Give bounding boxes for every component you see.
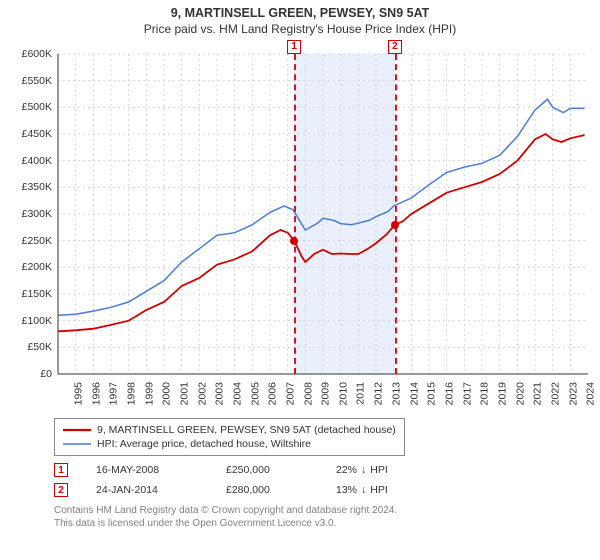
y-tick-label: £50K	[27, 341, 52, 353]
x-tick-label: 2000	[161, 382, 173, 405]
x-tick-label: 2018	[479, 382, 491, 405]
x-tick-label: 1997	[108, 382, 120, 405]
x-tick-label: 2009	[320, 382, 332, 405]
event-price: £280,000	[226, 484, 336, 496]
chart-card: 9, MARTINSELL GREEN, PEWSEY, SN9 5AT Pri…	[0, 0, 600, 560]
x-tick-label: 2010	[337, 382, 349, 405]
x-tick-label: 2003	[214, 382, 226, 405]
x-tick-label: 2014	[408, 382, 420, 405]
event-row: 1 16-MAY-2008£250,00022% ↓ HPI	[54, 460, 592, 480]
x-tick-label: 2005	[249, 382, 261, 405]
x-tick-label: 2002	[196, 382, 208, 405]
event-rel-label: HPI	[370, 464, 388, 476]
y-tick-label: £100K	[22, 315, 52, 327]
y-tick-label: £150K	[22, 288, 52, 300]
y-tick-label: £500K	[22, 101, 52, 113]
x-tick-label: 2024	[585, 382, 597, 405]
event-table: 1 16-MAY-2008£250,00022% ↓ HPI 2 24-JAN-2014£…	[54, 460, 592, 500]
y-tick-label: £400K	[22, 155, 52, 167]
x-tick-label: 2023	[567, 382, 579, 405]
y-tick-label: £600K	[22, 48, 52, 60]
attribution-line: This data is licensed under the Open Gov…	[54, 517, 592, 530]
x-tick-label: 1995	[72, 382, 84, 405]
event-date: 24-JAN-2014	[96, 484, 226, 496]
y-tick-label: £350K	[22, 181, 52, 193]
event-dot	[290, 237, 298, 245]
legend-item: 9, MARTINSELL GREEN, PEWSEY, SN9 5AT (de…	[63, 423, 396, 437]
line-chart: £0 £50K £100K £150K £200K £250K £300K £350K £400…	[8, 42, 592, 412]
title-primary: 9, MARTINSELL GREEN, PEWSEY, SN9 5AT	[8, 6, 592, 20]
x-tick-label: 2004	[231, 382, 243, 405]
x-tick-label: 1998	[125, 382, 137, 405]
event-number-box: 1	[54, 463, 68, 477]
chart-svg	[8, 42, 592, 378]
series-hpi	[58, 99, 585, 315]
x-tick-label: 2022	[549, 382, 561, 405]
y-tick-label: £200K	[22, 261, 52, 273]
y-tick-label: £450K	[22, 128, 52, 140]
x-tick-label: 2016	[443, 382, 455, 405]
event-rel-label: HPI	[370, 484, 388, 496]
legend-swatch	[63, 425, 91, 435]
x-tick-label: 1999	[143, 382, 155, 405]
y-tick-label: £250K	[22, 235, 52, 247]
event-row: 2 24-JAN-2014£280,00013% ↓ HPI	[54, 480, 592, 500]
x-tick-label: 1996	[90, 382, 102, 405]
x-tick-label: 2019	[496, 382, 508, 405]
x-tick-label: 2011	[354, 382, 366, 405]
event-guide-line	[395, 54, 397, 374]
event-flag: 1	[287, 36, 301, 54]
event-flag: 2	[388, 36, 402, 54]
x-tick-label: 2021	[532, 382, 544, 405]
title-block: 9, MARTINSELL GREEN, PEWSEY, SN9 5AT Pri…	[8, 6, 592, 36]
x-tick-label: 2015	[426, 382, 438, 405]
event-delta: 22%	[336, 464, 357, 476]
event-number-box: 2	[54, 483, 68, 497]
x-tick-label: 2013	[390, 382, 402, 405]
series-price_paid	[58, 134, 585, 331]
y-tick-label: £550K	[22, 75, 52, 87]
x-tick-label: 2008	[302, 382, 314, 405]
legend-swatch	[63, 439, 91, 449]
y-tick-label: £0	[40, 368, 52, 380]
event-date: 16-MAY-2008	[96, 464, 226, 476]
x-tick-label: 2012	[373, 382, 385, 405]
legend-label: 9, MARTINSELL GREEN, PEWSEY, SN9 5AT (de…	[97, 424, 396, 436]
down-arrow-icon: ↓	[361, 464, 366, 476]
event-guide-line	[294, 54, 296, 374]
x-tick-label: 2001	[178, 382, 190, 405]
event-delta: 13%	[336, 484, 357, 496]
attribution: Contains HM Land Registry data © Crown c…	[54, 504, 592, 530]
y-tick-label: £300K	[22, 208, 52, 220]
x-tick-label: 2020	[514, 382, 526, 405]
event-dot	[391, 221, 399, 229]
x-tick-label: 2007	[284, 382, 296, 405]
title-secondary: Price paid vs. HM Land Registry's House …	[8, 20, 592, 36]
legend-item: HPI: Average price, detached house, Wilt…	[63, 437, 396, 451]
legend: 9, MARTINSELL GREEN, PEWSEY, SN9 5AT (de…	[54, 418, 405, 456]
x-tick-label: 2017	[461, 382, 473, 405]
event-price: £250,000	[226, 464, 336, 476]
x-tick-label: 2006	[267, 382, 279, 405]
legend-label: HPI: Average price, detached house, Wilt…	[97, 438, 311, 450]
down-arrow-icon: ↓	[361, 484, 366, 496]
attribution-line: Contains HM Land Registry data © Crown c…	[54, 504, 592, 517]
